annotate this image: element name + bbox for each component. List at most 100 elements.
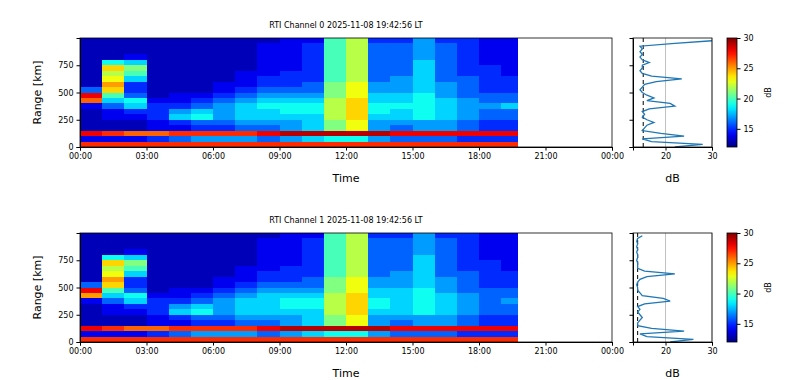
tick bbox=[630, 120, 634, 121]
cell bbox=[147, 49, 169, 54]
tick: 25 bbox=[737, 64, 754, 73]
cell bbox=[368, 277, 390, 282]
profile-frame bbox=[633, 233, 712, 342]
axis: 00:0003:0006:0009:0012:0015:0018:0021:00… bbox=[69, 147, 624, 161]
cell bbox=[501, 249, 518, 254]
cell bbox=[457, 298, 479, 303]
cell bbox=[80, 136, 102, 141]
cell bbox=[169, 266, 191, 271]
tick: 00:00 bbox=[601, 342, 624, 356]
cell bbox=[235, 82, 257, 87]
tick bbox=[630, 147, 634, 148]
cell bbox=[257, 38, 279, 43]
cell bbox=[80, 103, 102, 108]
cell bbox=[346, 293, 368, 298]
cell bbox=[147, 114, 169, 119]
cell bbox=[102, 131, 124, 136]
cell bbox=[280, 266, 302, 271]
cell bbox=[147, 82, 169, 87]
cell bbox=[102, 331, 124, 336]
cell bbox=[324, 103, 346, 108]
cell bbox=[501, 142, 518, 147]
cell bbox=[124, 54, 146, 59]
cell bbox=[213, 326, 235, 331]
cell bbox=[280, 315, 302, 320]
cell bbox=[80, 266, 102, 271]
cell bbox=[280, 298, 302, 303]
cell bbox=[368, 233, 390, 238]
cell bbox=[102, 54, 124, 59]
cell bbox=[102, 249, 124, 254]
cell bbox=[257, 65, 279, 70]
cell bbox=[257, 277, 279, 282]
cell bbox=[413, 87, 435, 92]
cell bbox=[457, 38, 479, 43]
cell bbox=[102, 120, 124, 125]
tick-mark bbox=[737, 263, 741, 264]
cell bbox=[280, 49, 302, 54]
cell bbox=[479, 315, 501, 320]
cell bbox=[280, 82, 302, 87]
cell bbox=[280, 71, 302, 76]
cell bbox=[390, 142, 412, 147]
cell bbox=[501, 65, 518, 70]
cell bbox=[413, 298, 435, 303]
cell bbox=[280, 76, 302, 81]
cell bbox=[501, 93, 518, 98]
cell bbox=[191, 125, 213, 130]
cell bbox=[80, 271, 102, 276]
cell bbox=[501, 304, 518, 309]
cell bbox=[213, 120, 235, 125]
cell bbox=[257, 293, 279, 298]
tick-label: 12:00 bbox=[335, 347, 358, 356]
cell bbox=[213, 320, 235, 325]
cell bbox=[346, 320, 368, 325]
cell bbox=[124, 337, 146, 342]
cell bbox=[346, 304, 368, 309]
cell bbox=[147, 93, 169, 98]
cell bbox=[102, 38, 124, 43]
cell bbox=[501, 331, 518, 336]
cell bbox=[324, 65, 346, 70]
cell bbox=[346, 337, 368, 342]
cell bbox=[390, 233, 412, 238]
cell bbox=[302, 326, 324, 331]
cell bbox=[457, 65, 479, 70]
tick-label: 12:00 bbox=[335, 152, 358, 161]
tick-label: 18:00 bbox=[468, 152, 491, 161]
cell bbox=[479, 54, 501, 59]
cell bbox=[124, 326, 146, 331]
cell bbox=[257, 103, 279, 108]
cell bbox=[324, 93, 346, 98]
tick-mark bbox=[666, 342, 667, 346]
cell bbox=[235, 60, 257, 65]
cell bbox=[235, 331, 257, 336]
cell bbox=[102, 255, 124, 260]
tick bbox=[630, 288, 634, 289]
cell bbox=[191, 43, 213, 48]
cell bbox=[169, 238, 191, 243]
cell bbox=[390, 109, 412, 114]
cell bbox=[169, 65, 191, 70]
cell bbox=[169, 304, 191, 309]
cell bbox=[169, 326, 191, 331]
cell bbox=[413, 320, 435, 325]
cell bbox=[346, 103, 368, 108]
cell bbox=[147, 43, 169, 48]
cell bbox=[390, 136, 412, 141]
profile: 2030dB bbox=[630, 233, 718, 380]
cell bbox=[147, 249, 169, 254]
cell bbox=[479, 277, 501, 282]
cell bbox=[235, 93, 257, 98]
cell bbox=[457, 114, 479, 119]
cell bbox=[479, 326, 501, 331]
cell bbox=[390, 244, 412, 249]
cell bbox=[413, 125, 435, 130]
cell bbox=[479, 331, 501, 336]
cell bbox=[302, 131, 324, 136]
tick-mark bbox=[77, 147, 81, 148]
cell bbox=[302, 315, 324, 320]
cell bbox=[191, 282, 213, 287]
cell bbox=[368, 71, 390, 76]
title: RTI Channel 0 2025-11-08 19:42:56 LT bbox=[269, 21, 423, 30]
